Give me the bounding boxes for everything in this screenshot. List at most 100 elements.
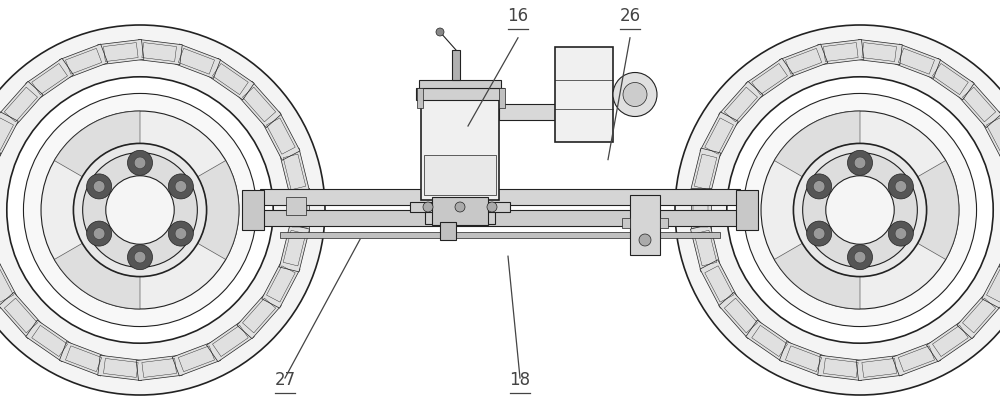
Circle shape bbox=[895, 181, 907, 192]
Polygon shape bbox=[691, 188, 711, 232]
Polygon shape bbox=[774, 243, 860, 309]
Polygon shape bbox=[719, 292, 763, 339]
Circle shape bbox=[83, 152, 197, 268]
Polygon shape bbox=[746, 58, 793, 100]
Circle shape bbox=[793, 143, 927, 277]
Polygon shape bbox=[779, 341, 828, 376]
Text: 27: 27 bbox=[274, 371, 296, 389]
Text: 26: 26 bbox=[619, 7, 641, 25]
Circle shape bbox=[623, 82, 647, 107]
Circle shape bbox=[106, 176, 174, 244]
Bar bbox=[419, 80, 501, 88]
Circle shape bbox=[854, 157, 866, 168]
Circle shape bbox=[743, 93, 977, 327]
Circle shape bbox=[854, 252, 866, 263]
Circle shape bbox=[847, 245, 873, 270]
Polygon shape bbox=[237, 292, 281, 339]
Bar bbox=[555, 47, 613, 142]
Circle shape bbox=[895, 228, 907, 239]
Circle shape bbox=[93, 181, 105, 192]
Circle shape bbox=[456, 213, 464, 221]
Circle shape bbox=[613, 73, 657, 116]
Circle shape bbox=[639, 234, 651, 246]
Polygon shape bbox=[892, 341, 941, 376]
Text: 18: 18 bbox=[509, 371, 531, 389]
Polygon shape bbox=[279, 224, 310, 272]
Polygon shape bbox=[98, 39, 144, 65]
Polygon shape bbox=[690, 148, 721, 196]
Bar bbox=[421, 100, 499, 200]
Polygon shape bbox=[59, 44, 108, 79]
Bar bbox=[432, 197, 488, 225]
Bar bbox=[440, 222, 456, 240]
Polygon shape bbox=[59, 341, 108, 376]
Polygon shape bbox=[818, 39, 864, 65]
Polygon shape bbox=[262, 260, 300, 308]
Circle shape bbox=[888, 221, 913, 246]
Bar bbox=[424, 155, 496, 195]
Circle shape bbox=[7, 77, 273, 343]
Circle shape bbox=[168, 174, 193, 199]
Circle shape bbox=[888, 174, 913, 199]
Bar bbox=[260, 189, 740, 205]
Text: 16: 16 bbox=[507, 7, 529, 25]
Circle shape bbox=[168, 221, 193, 246]
Circle shape bbox=[134, 157, 146, 168]
Polygon shape bbox=[690, 224, 721, 272]
Polygon shape bbox=[237, 81, 281, 128]
Bar bbox=[280, 232, 720, 238]
Bar bbox=[622, 218, 630, 228]
Polygon shape bbox=[262, 112, 300, 160]
Polygon shape bbox=[774, 111, 860, 177]
Circle shape bbox=[23, 93, 257, 327]
Bar bbox=[660, 218, 668, 228]
Bar bbox=[416, 88, 504, 100]
Circle shape bbox=[87, 174, 112, 199]
Polygon shape bbox=[918, 160, 959, 260]
Circle shape bbox=[175, 228, 187, 239]
Bar bbox=[425, 210, 495, 224]
Polygon shape bbox=[700, 112, 738, 160]
Polygon shape bbox=[927, 320, 974, 362]
Circle shape bbox=[803, 152, 917, 268]
Circle shape bbox=[93, 228, 105, 239]
Polygon shape bbox=[779, 44, 828, 79]
Polygon shape bbox=[136, 355, 182, 381]
Polygon shape bbox=[54, 243, 140, 309]
Polygon shape bbox=[818, 355, 864, 381]
Circle shape bbox=[487, 202, 497, 212]
Polygon shape bbox=[26, 58, 73, 100]
Polygon shape bbox=[98, 355, 144, 381]
Polygon shape bbox=[957, 292, 1000, 339]
Circle shape bbox=[807, 174, 832, 199]
Circle shape bbox=[41, 111, 239, 309]
Circle shape bbox=[478, 213, 486, 221]
Polygon shape bbox=[0, 292, 43, 339]
Polygon shape bbox=[982, 260, 1000, 308]
Bar bbox=[452, 50, 460, 80]
Circle shape bbox=[675, 25, 1000, 395]
Polygon shape bbox=[172, 341, 221, 376]
Circle shape bbox=[423, 202, 433, 212]
Polygon shape bbox=[0, 260, 18, 308]
Bar bbox=[499, 88, 505, 108]
Polygon shape bbox=[957, 81, 1000, 128]
Bar bbox=[630, 195, 660, 255]
Polygon shape bbox=[198, 160, 239, 260]
Polygon shape bbox=[0, 81, 43, 128]
Polygon shape bbox=[982, 112, 1000, 160]
Circle shape bbox=[175, 181, 187, 192]
Polygon shape bbox=[136, 39, 182, 65]
Circle shape bbox=[826, 176, 894, 244]
Bar bbox=[736, 190, 758, 230]
Circle shape bbox=[73, 143, 207, 277]
Polygon shape bbox=[207, 320, 254, 362]
Bar bbox=[410, 202, 510, 212]
Polygon shape bbox=[279, 148, 310, 196]
Circle shape bbox=[434, 213, 442, 221]
Circle shape bbox=[727, 77, 993, 343]
Polygon shape bbox=[927, 58, 974, 100]
Polygon shape bbox=[289, 188, 309, 232]
Bar bbox=[417, 88, 423, 108]
Polygon shape bbox=[207, 58, 254, 100]
